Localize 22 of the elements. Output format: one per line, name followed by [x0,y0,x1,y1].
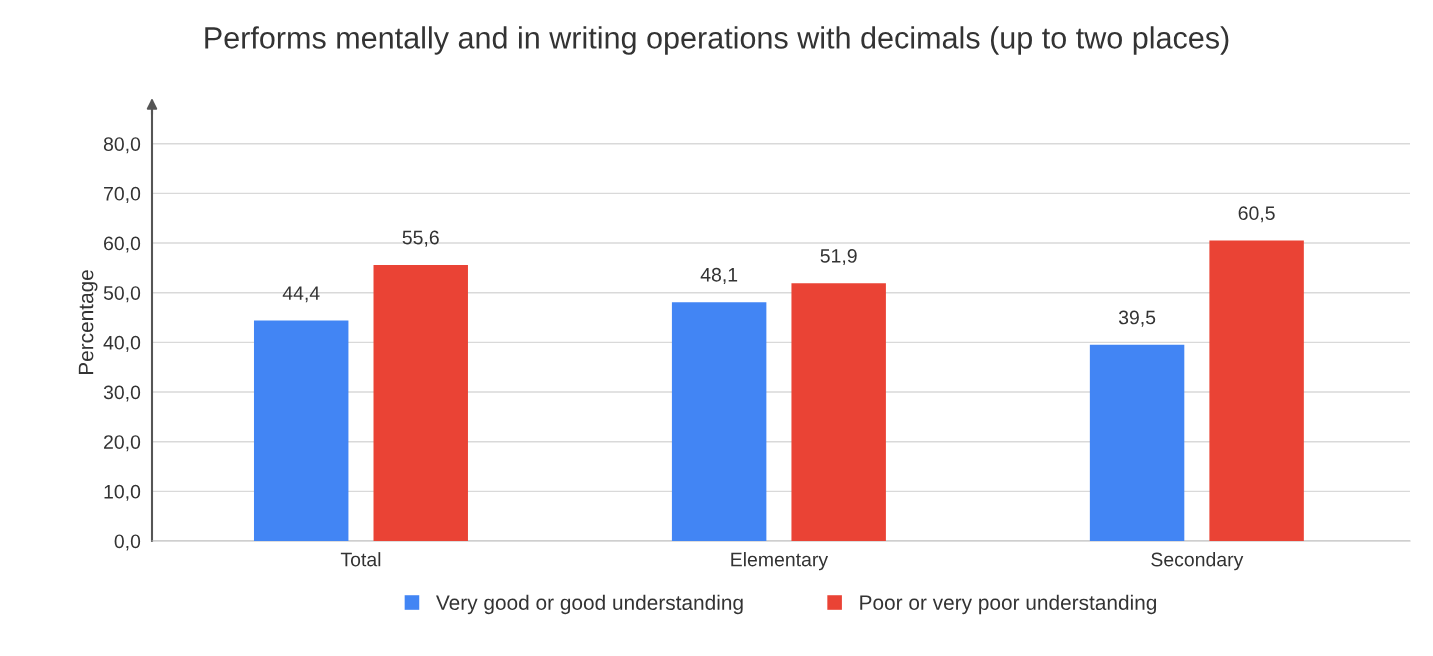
y-tick-label: 70,0 [104,186,141,203]
y-tick-label: 10,0 [104,484,141,501]
chart-title: Performs mentally and in writing operations with decimals (up to two places) [205,26,1229,55]
data-label: 51,9 [820,248,857,266]
y-tick-label: 80,0 [103,137,141,154]
data-label: 60,5 [1238,206,1275,223]
y-tick-label: 40,0 [103,335,141,352]
legend-label: Very good or good understanding [436,594,743,615]
y-axis-title: Percentage [78,270,98,375]
y-tick-label: 50,0 [103,286,141,303]
legend-label: Poor or very poor understanding [860,594,1157,615]
x-tick-label: Total [340,552,381,567]
y-tick-label: 20,0 [104,435,141,452]
y-tick-label: 30,0 [103,385,141,402]
y-tick-label: 0,0 [114,534,141,551]
data-label: 55,6 [402,230,439,247]
x-tick-label: Secondary [1151,552,1244,571]
data-label: 44,4 [282,286,320,303]
data-label: 48,1 [700,267,738,284]
x-tick-label: Elementary [731,552,829,571]
data-label: 39,5 [1118,310,1156,327]
y-tick-label: 60,0 [104,236,141,253]
